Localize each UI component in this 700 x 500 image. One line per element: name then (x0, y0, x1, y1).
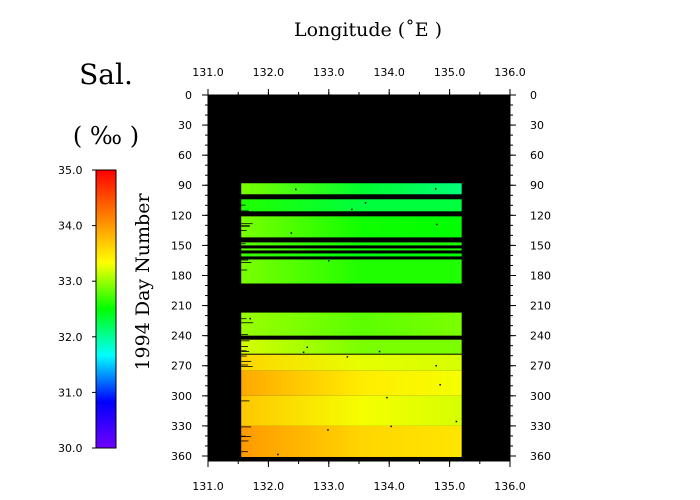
colorbar-tick-label: 33.0 (58, 275, 83, 288)
salinity-band (241, 242, 462, 246)
x-tick-label-top: 134.0 (373, 66, 405, 79)
colorbar-tick-label: 31.0 (58, 386, 83, 399)
y-tick-label-left: 60 (178, 149, 192, 162)
salinity-band (241, 248, 462, 251)
colorbar-tick-label: 35.0 (58, 164, 83, 177)
data-noise-dot (390, 425, 392, 428)
salinity-band (241, 425, 462, 457)
data-noise-dot (455, 420, 458, 423)
y-tick-label-left: 330 (171, 420, 192, 433)
x-tick-label-top: 133.0 (313, 66, 345, 79)
colorbar-unit: ( ‰ ) (73, 122, 139, 150)
colorbar-tick-label: 30.0 (58, 442, 83, 455)
salinity-band (241, 259, 462, 284)
y-tick-label-right: 0 (530, 89, 537, 102)
y-tick-label-right: 180 (530, 269, 551, 282)
data-noise-dot (439, 383, 441, 386)
colorbar (95, 169, 117, 449)
colorbar-tick-label: 32.0 (58, 331, 83, 344)
x-tick-label-top: 135.0 (434, 66, 466, 79)
salinity-band (241, 199, 462, 212)
salinity-bands (241, 183, 462, 457)
data-noise-dot (295, 188, 297, 191)
data-noise-dot (434, 188, 437, 190)
data-noise-dot (436, 223, 438, 226)
salinity-band (241, 312, 462, 336)
salinity-band (241, 395, 462, 426)
salinity-band (241, 183, 462, 195)
data-noise-dot (327, 429, 329, 431)
salinity-band (241, 216, 462, 238)
y-tick-label-right: 240 (530, 330, 551, 343)
salinity-band (241, 370, 462, 396)
x-axis-title: Longitude (˚E ) (294, 19, 442, 41)
data-noise-dot (327, 260, 330, 262)
axes: 131.0 131.0 132.0 132.0 133.0 133.0 134.0 134.0… (171, 66, 551, 493)
y-tick-label-left: 150 (171, 239, 192, 252)
y-tick-label-left: 90 (178, 179, 192, 192)
y-tick-label-left: 360 (171, 450, 192, 463)
y-tick-label-right: 360 (530, 450, 551, 463)
salinity-band (241, 253, 462, 257)
y-tick-label-left: 120 (171, 209, 192, 222)
y-tick-label-left: 240 (171, 330, 192, 343)
colorbar-ticks: 35.0 34.0 33.0 32.0 31.0 30.0 (58, 164, 96, 455)
x-tick-label-bottom: 135.0 (434, 480, 466, 493)
y-tick-label-left: 180 (171, 269, 192, 282)
data-noise-dot (306, 346, 308, 349)
data-noise-dot (249, 317, 251, 320)
colorbar-tick-label: 34.0 (58, 220, 83, 233)
y-tick-label-right: 60 (530, 149, 544, 162)
y-tick-label-left: 210 (171, 300, 192, 313)
x-tick-label-top: 131.0 (192, 66, 224, 79)
x-tick-label-top: 132.0 (253, 66, 285, 79)
y-tick-label-left: 30 (178, 119, 192, 132)
y-tick-label-right: 150 (530, 239, 551, 252)
x-tick-label-bottom: 136.0 (494, 480, 526, 493)
y-tick-label-right: 210 (530, 300, 551, 313)
data-noise-dot (435, 364, 437, 367)
x-tick-label-bottom: 132.0 (253, 480, 285, 493)
y-tick-label-left: 0 (185, 89, 192, 102)
y-tick-label-right: 90 (530, 179, 544, 192)
y-tick-label-left: 300 (171, 390, 192, 403)
y-tick-label-right: 270 (530, 360, 551, 373)
x-tick-label-bottom: 133.0 (313, 480, 345, 493)
y-tick-label-right: 30 (530, 119, 544, 132)
y-tick-label-left: 270 (171, 360, 192, 373)
data-noise-dot (364, 202, 367, 204)
y-tick-label-right: 330 (530, 420, 551, 433)
y-tick-label-right: 120 (530, 209, 551, 222)
data-noise-dot (277, 453, 279, 456)
data-noise (241, 188, 458, 456)
colorbar-title: Sal. (79, 58, 133, 91)
data-noise-dot (302, 351, 305, 354)
x-tick-label-bottom: 131.0 (192, 480, 224, 493)
data-noise-dot (378, 350, 381, 353)
data-noise-dot (386, 396, 388, 399)
data-noise-dot (351, 208, 353, 211)
y-axis-label: 1994 Day Number (132, 193, 154, 371)
x-tick-label-bottom: 134.0 (373, 480, 405, 493)
y-tick-label-right: 300 (530, 390, 551, 403)
salinity-band (241, 354, 462, 371)
data-noise-dot (346, 356, 349, 358)
salinity-band (241, 339, 462, 354)
data-noise-dot (290, 232, 293, 234)
x-tick-label-top: 136.0 (494, 66, 526, 79)
